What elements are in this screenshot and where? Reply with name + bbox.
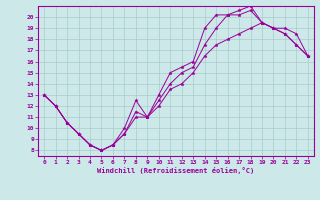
X-axis label: Windchill (Refroidissement éolien,°C): Windchill (Refroidissement éolien,°C) <box>97 167 255 174</box>
